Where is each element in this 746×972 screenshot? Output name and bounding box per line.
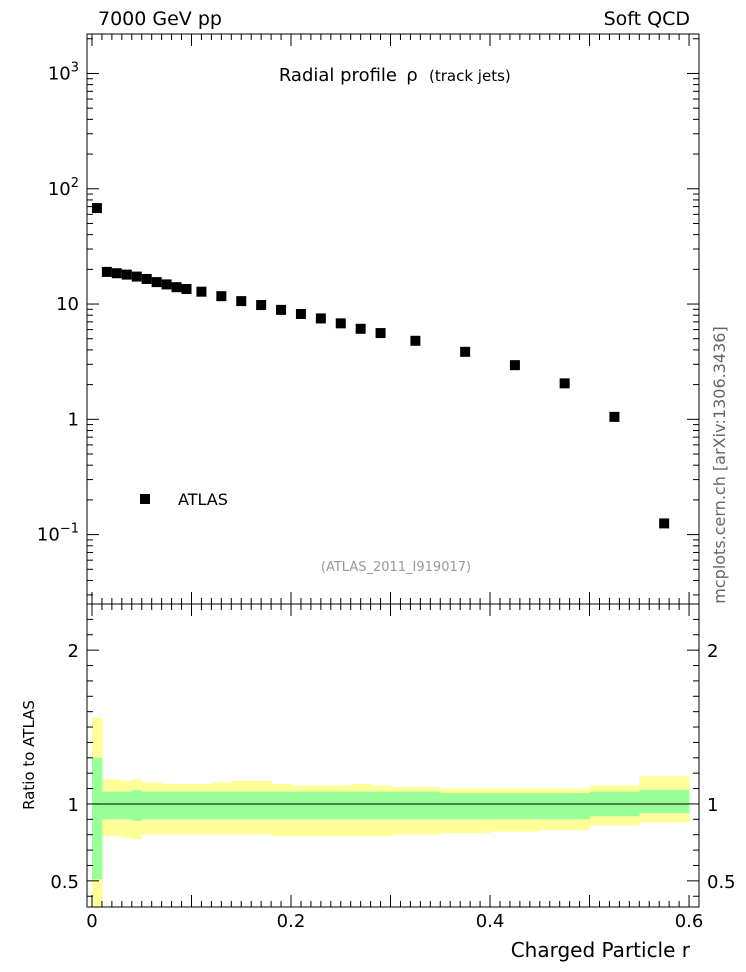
data-point xyxy=(131,271,142,282)
ratio-y-tick-label-right: 2 xyxy=(707,641,718,662)
ratio-y-tick-label-left: 0.5 xyxy=(50,872,79,893)
stat-uncertainty-band xyxy=(161,791,172,820)
data-point xyxy=(609,411,620,422)
stat-uncertainty-band xyxy=(141,791,152,820)
stat-uncertainty-band xyxy=(91,757,103,880)
tick-label-exponent: −1 xyxy=(60,522,79,537)
ratio-y-tick-label-right: 1 xyxy=(707,795,718,816)
data-point xyxy=(121,269,132,280)
main-plot-frame xyxy=(86,33,700,605)
data-point xyxy=(375,328,386,339)
ratio-y-axis-label: Ratio to ATLAS xyxy=(20,700,38,810)
stat-uncertainty-band xyxy=(231,791,252,820)
main-plot-ticks xyxy=(87,34,699,604)
stat-uncertainty-band xyxy=(350,791,371,820)
data-point xyxy=(509,360,520,371)
tick-label-base: 10 xyxy=(48,179,71,200)
ratio-plot-frame xyxy=(86,603,700,908)
chart-title-subscript: (track jets) xyxy=(429,67,511,85)
stat-uncertainty-band xyxy=(191,791,212,820)
tick-label-exponent: 3 xyxy=(71,60,79,75)
main-data-points xyxy=(91,203,670,529)
main-y-tick-label: 10 xyxy=(56,294,79,315)
data-point xyxy=(659,518,670,529)
stat-uncertainty-band xyxy=(539,793,590,820)
legend-label: ATLAS xyxy=(178,490,228,509)
stat-uncertainty-band xyxy=(111,791,123,820)
data-point xyxy=(111,268,122,279)
stat-uncertainty-band xyxy=(639,790,690,814)
chart-title-symbol: ρ xyxy=(406,65,417,86)
ratio-uncertainty-bands xyxy=(91,717,690,907)
source-side-label: mcplots.cern.ch [arXiv:1306.3436] xyxy=(710,326,729,603)
data-point xyxy=(276,304,287,315)
legend-marker xyxy=(140,494,150,504)
main-y-tick-label: 102 xyxy=(48,176,79,200)
tick-label-exponent: 2 xyxy=(71,176,79,191)
x-tick-label: 0 xyxy=(86,911,97,932)
data-point xyxy=(236,296,247,307)
data-point xyxy=(315,313,326,324)
data-point xyxy=(181,284,192,295)
data-point xyxy=(335,318,346,329)
data-point xyxy=(161,279,172,290)
stat-uncertainty-band xyxy=(211,791,232,820)
data-point xyxy=(101,266,112,277)
stat-uncertainty-band xyxy=(390,791,441,820)
data-point xyxy=(295,308,306,319)
header-left-label: 7000 GeV pp xyxy=(98,8,222,30)
stat-uncertainty-band xyxy=(121,791,133,820)
data-point xyxy=(410,335,421,346)
stat-uncertainty-band xyxy=(310,791,332,820)
ratio-y-tick-label-right: 0.5 xyxy=(707,872,736,893)
analysis-annotation: (ATLAS_2011_I919017) xyxy=(321,560,471,575)
stat-uncertainty-band xyxy=(271,791,292,820)
x-tick-label: 0.6 xyxy=(675,911,704,932)
ratio-plot-panel: 0.5 0.5 1 1 2 2 0 0.2 0.4 0.6 Ratio to ATLAS Char… xyxy=(20,603,736,962)
stat-uncertainty-band xyxy=(330,791,352,820)
data-point xyxy=(151,277,162,288)
main-y-tick-label: 10−1 xyxy=(37,522,79,546)
tick-label-base: 10 xyxy=(48,63,71,84)
stat-uncertainty-band xyxy=(101,791,113,820)
chart-title: Radial profile xyxy=(279,65,397,86)
ratio-y-tick-label-left: 1 xyxy=(68,795,79,816)
stat-uncertainty-band xyxy=(131,790,143,821)
data-point xyxy=(559,378,570,389)
x-tick-label: 0.2 xyxy=(277,911,306,932)
stat-uncertainty-band xyxy=(291,791,312,820)
header-right-label: Soft QCD xyxy=(604,8,690,30)
stat-uncertainty-band xyxy=(251,791,272,820)
data-point xyxy=(91,203,102,214)
stat-uncertainty-band xyxy=(490,793,541,820)
data-point xyxy=(355,323,366,334)
stat-uncertainty-band xyxy=(370,791,391,820)
ratio-tick-labels: 0.5 0.5 1 1 2 2 0 0.2 0.4 0.6 xyxy=(50,641,735,932)
data-point xyxy=(460,346,471,357)
tick-label-base: 10 xyxy=(37,525,60,546)
ratio-plot-ticks xyxy=(87,604,699,907)
stat-uncertainty-band xyxy=(181,791,192,820)
data-point xyxy=(256,300,267,311)
data-point xyxy=(196,286,207,297)
stat-uncertainty-band xyxy=(151,791,162,820)
x-axis-label: Charged Particle r xyxy=(511,938,691,962)
data-point xyxy=(171,282,182,293)
stat-uncertainty-band xyxy=(171,791,182,820)
main-y-tick-label: 103 xyxy=(48,60,79,84)
data-point xyxy=(141,273,152,284)
stat-uncertainty-band xyxy=(440,793,491,820)
main-y-tick-label: 1 xyxy=(68,409,79,430)
data-point xyxy=(216,291,227,302)
x-tick-label: 0.4 xyxy=(476,911,505,932)
ratio-y-tick-label-left: 2 xyxy=(68,641,79,662)
